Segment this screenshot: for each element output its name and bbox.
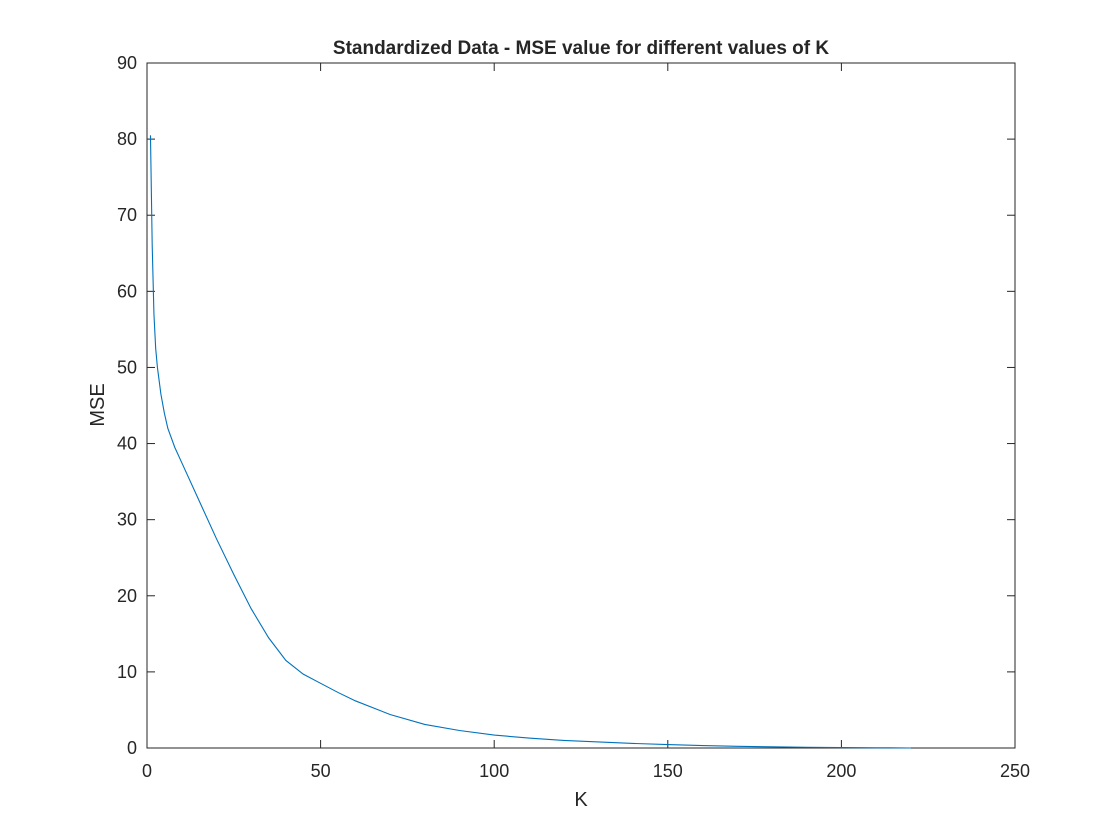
y-tick-label: 20 xyxy=(117,586,137,606)
x-tick-label: 200 xyxy=(826,761,856,781)
y-tick-label: 30 xyxy=(117,510,137,530)
mse-series-line xyxy=(149,135,911,749)
x-tick-label: 50 xyxy=(311,761,331,781)
y-tick-label: 70 xyxy=(117,205,137,225)
plot-area: 0 50 100 150 200 250 0 10 20 30 40 50 60 70 80 90 xyxy=(117,53,1030,781)
x-tick-label: 0 xyxy=(142,761,152,781)
chart-title: Standardized Data - MSE value for differ… xyxy=(333,38,829,59)
x-axis-label: K xyxy=(574,789,588,811)
y-tick-label: 80 xyxy=(117,129,137,149)
y-tick-label: 60 xyxy=(117,281,137,301)
y-tick-label: 10 xyxy=(117,662,137,682)
x-tick-label: 100 xyxy=(479,761,509,781)
y-tick-label: 0 xyxy=(127,738,137,758)
x-tick-label: 250 xyxy=(1000,761,1030,781)
y-tick-label: 50 xyxy=(117,357,137,377)
x-tick-label: 150 xyxy=(653,761,683,781)
x-axis-ticks: 0 50 100 150 200 250 xyxy=(142,63,1030,781)
axes-box xyxy=(146,62,1016,749)
y-tick-label: 90 xyxy=(117,53,137,73)
y-axis-label: MSE xyxy=(87,383,109,426)
y-axis-ticks: 0 10 20 30 40 50 60 70 80 90 xyxy=(117,53,1015,758)
y-tick-label: 40 xyxy=(117,434,137,454)
